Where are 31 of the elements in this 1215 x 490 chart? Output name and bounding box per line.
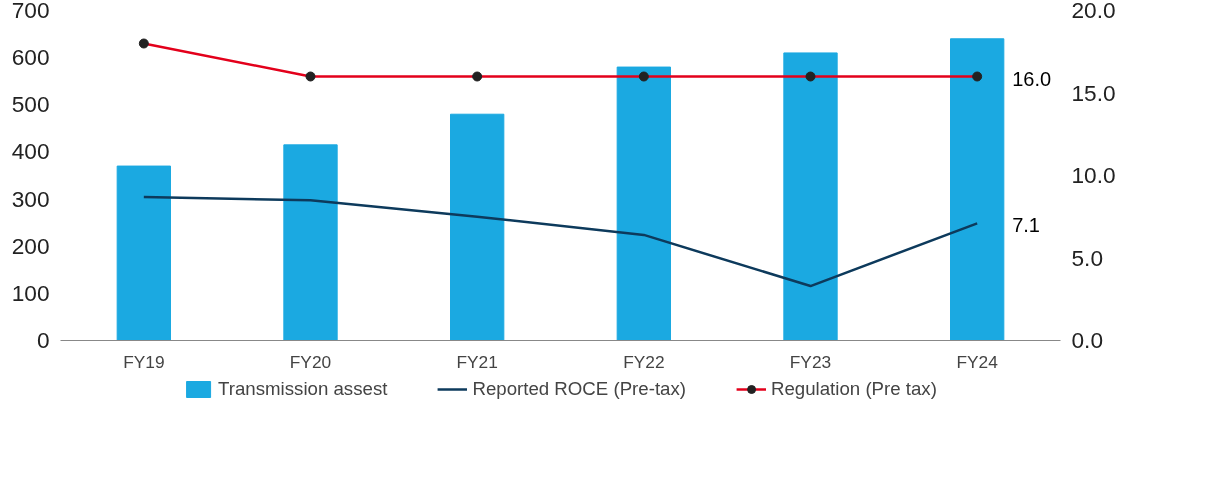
data-label: 7.1 [1012,214,1040,237]
x-tick-label: FY21 [456,351,498,372]
line-series [142,195,979,288]
x-tick-label: FY22 [623,351,665,372]
y2-tick-label: 10.0 [1071,162,1116,188]
data-label: 16.0 [1012,67,1052,90]
y2-tick-label: 5.0 [1071,244,1103,271]
y-tick-label: 200 [11,232,50,259]
bar [616,66,671,341]
y-tick-label: 500 [11,91,50,118]
legend-label: Regulation (Pre tax) [771,378,937,400]
y2-tick-label: 20.0 [1071,0,1116,23]
bar [950,38,1005,341]
x-tick-label: FY24 [956,351,999,372]
y-tick-label: 100 [11,279,50,306]
bar [450,113,505,341]
x-tick-label: FY19 [123,351,165,372]
legend-label: Transmission assest [218,378,388,400]
x-tick-label: FY20 [289,351,332,372]
bar [283,144,338,341]
y-tick-label: 0 [36,327,50,353]
y2-tick-label: 0.0 [1071,327,1103,353]
bar [116,165,171,341]
y-tick-label: 300 [11,185,50,212]
bar [783,52,838,341]
x-tick-label: FY23 [789,351,832,372]
y2-tick-label: 15.0 [1071,79,1116,106]
y-tick-label: 600 [11,44,50,71]
legend-label: Reported ROCE (Pre-tax) [472,378,686,400]
y-tick-label: 700 [11,0,50,23]
y-tick-label: 400 [11,138,50,165]
